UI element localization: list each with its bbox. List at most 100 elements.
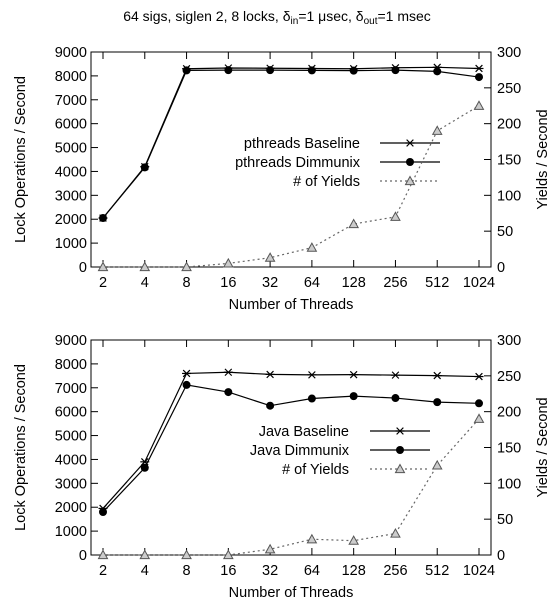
data-point — [139, 261, 151, 272]
y-tick-label: 0 — [79, 548, 87, 564]
title-prefix: 64 sigs, siglen 2, 8 locks, δ — [123, 8, 291, 24]
y2-tick-label: 250 — [497, 369, 521, 385]
series-line — [102, 69, 480, 219]
chart-panel-bottom: 0 1000 2000 3000 4000 5000 6000 7000 8000 9000 0 50… — [13, 333, 551, 601]
y-axis-label: Lock Operations / Second — [13, 76, 29, 243]
data-point — [306, 533, 318, 544]
x-tick-label: 32 — [262, 275, 278, 291]
data-point — [390, 527, 401, 538]
data-point — [266, 66, 275, 75]
data-point — [222, 257, 234, 268]
data-point — [307, 371, 317, 379]
data-point — [182, 369, 192, 378]
figure-title: 64 sigs, siglen 2, 8 locks, δin=1 μsec, … — [123, 8, 431, 27]
data-point — [99, 214, 107, 223]
data-point — [140, 163, 149, 172]
y-tick-label: 0 — [79, 260, 87, 276]
y-tick-label: 5000 — [55, 429, 87, 445]
y2-tick-label: 250 — [497, 81, 521, 97]
legend-label: pthreads Dimmunix — [235, 155, 361, 171]
y2-tick-label: 300 — [497, 333, 521, 349]
data-point — [307, 394, 316, 403]
chart-panel-top: 0 1000 2000 3000 4000 5000 6000 7000 8000 9000 0 50… — [13, 45, 551, 313]
x-tick-label: 64 — [304, 563, 320, 579]
data-point — [181, 261, 192, 272]
title-sub-in: in — [291, 16, 299, 27]
x-tick-label: 512 — [425, 275, 449, 291]
data-point — [224, 388, 233, 397]
data-point — [222, 549, 234, 560]
data-point — [265, 370, 275, 379]
legend-label: Java Dimmunix — [250, 443, 350, 459]
data-point — [475, 73, 483, 82]
y-tick-label: 7000 — [55, 93, 87, 109]
y2-tick-label: 100 — [497, 188, 521, 204]
y-tick-label: 3000 — [55, 188, 87, 204]
x-tick-label: 4 — [141, 275, 149, 291]
x-axis-label: Number of Threads — [229, 297, 354, 313]
data-point — [223, 368, 233, 377]
y2-axis-label: Yields / Second — [535, 109, 551, 209]
y-tick-label: 3000 — [55, 476, 87, 492]
x-tick-label: 2 — [99, 275, 107, 291]
data-point — [349, 66, 358, 75]
title-sub-out: out — [364, 16, 378, 27]
y-tick-label: 6000 — [55, 405, 87, 421]
data-point — [181, 549, 192, 560]
y-tick-label: 5000 — [55, 141, 87, 157]
data-point — [432, 371, 442, 380]
legend-marker — [396, 446, 404, 454]
data-point — [391, 394, 400, 403]
x-tick-label: 1024 — [463, 275, 495, 291]
x-tick-label: 128 — [342, 563, 366, 579]
data-point — [182, 66, 191, 75]
y-tick-label: 8000 — [55, 69, 87, 85]
data-point — [391, 66, 400, 75]
y2-tick-label: 50 — [497, 224, 513, 240]
data-point — [140, 463, 149, 472]
y-axis-label: Lock Operations / Second — [13, 364, 29, 531]
data-point — [264, 252, 276, 262]
x-tick-label: 32 — [262, 563, 278, 579]
series-1 — [99, 380, 483, 516]
data-point — [475, 399, 483, 408]
y2-tick-label: 200 — [497, 405, 521, 421]
legend-marker — [394, 463, 406, 474]
data-point — [97, 261, 109, 272]
y-tick-label: 8000 — [55, 357, 87, 373]
legend-marker — [404, 175, 416, 186]
y2-tick-label: 200 — [497, 117, 521, 133]
x-tick-label: 512 — [425, 563, 449, 579]
y2-tick-label: 0 — [497, 260, 505, 276]
y-tick-label: 4000 — [55, 452, 87, 468]
data-point — [266, 401, 275, 410]
x-tick-label: 4 — [141, 563, 149, 579]
data-point — [433, 67, 442, 76]
data-point — [390, 371, 400, 379]
data-point — [473, 100, 485, 110]
y2-tick-label: 150 — [497, 441, 521, 457]
y-tick-label: 1000 — [55, 236, 87, 252]
data-point — [99, 508, 107, 516]
legend-marker — [406, 158, 414, 166]
y-tick-label: 2000 — [55, 500, 87, 516]
series-line — [102, 384, 480, 513]
series-line — [103, 105, 480, 268]
data-point — [182, 380, 191, 389]
data-point — [431, 459, 443, 470]
legend-label: Java Baseline — [259, 424, 349, 440]
series-2 — [97, 413, 485, 560]
data-point — [307, 66, 316, 75]
data-point — [224, 66, 233, 75]
y2-tick-label: 0 — [497, 548, 505, 564]
data-point — [264, 543, 276, 554]
data-point — [139, 549, 151, 560]
data-point — [348, 535, 360, 545]
data-point — [474, 372, 484, 381]
y-tick-label: 7000 — [55, 381, 87, 397]
y2-axis-label: Yields / Second — [535, 397, 551, 497]
data-point — [474, 64, 484, 73]
legend-label: pthreads Baseline — [244, 136, 360, 152]
title-suffix: =1 msec — [378, 8, 431, 24]
